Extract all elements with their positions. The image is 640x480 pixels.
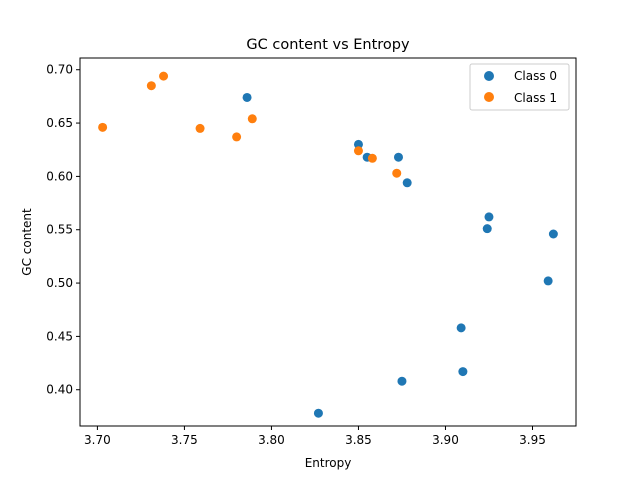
y-tick-label-3: 0.55 <box>46 223 73 237</box>
data-point-series-0-0 <box>242 92 252 102</box>
data-point-series-1-6 <box>353 146 363 156</box>
data-point-series-0-10 <box>458 367 468 377</box>
data-point-series-1-1 <box>146 81 156 91</box>
x-tick-label-3: 3.85 <box>345 433 372 447</box>
data-point-series-0-4 <box>402 178 412 188</box>
x-axis-ticks: 3.70 3.75 3.80 3.85 3.90 3.95 <box>84 426 546 447</box>
y-axis-ticks: 0.40 0.45 0.50 0.55 0.60 0.65 0.70 <box>46 63 80 397</box>
data-point-series-0-8 <box>543 276 553 286</box>
data-point-series-0-3 <box>393 152 403 162</box>
y-tick-label-5: 0.65 <box>46 116 73 130</box>
data-point-series-1-2 <box>159 71 169 81</box>
data-point-series-0-12 <box>313 408 323 418</box>
data-point-series-0-6 <box>482 224 492 234</box>
data-point-series-1-8 <box>392 168 402 178</box>
legend-label-class-1: Class 1 <box>514 91 557 105</box>
data-point-series-1-3 <box>195 123 205 133</box>
legend-marker-class-1 <box>484 92 494 102</box>
y-tick-label-6: 0.70 <box>46 63 73 77</box>
data-point-series-1-4 <box>232 132 242 142</box>
x-tick-label-5: 3.95 <box>519 433 546 447</box>
plot-frame <box>79 57 577 427</box>
legend-marker-class-0 <box>484 71 494 81</box>
data-point-series-1-5 <box>247 114 257 124</box>
x-tick-label-1: 3.75 <box>171 433 198 447</box>
points-layer <box>98 71 558 418</box>
data-point-series-0-1 <box>353 139 363 149</box>
data-point-series-0-5 <box>484 212 494 222</box>
legend-box <box>469 63 570 111</box>
legend: Class 0 Class 1 <box>469 63 570 111</box>
y-tick-label-4: 0.60 <box>46 169 73 183</box>
data-point-series-1-0 <box>98 122 108 132</box>
y-tick-label-0: 0.40 <box>46 383 73 397</box>
data-point-series-0-11 <box>397 376 407 386</box>
x-tick-label-4: 3.90 <box>432 433 459 447</box>
y-tick-label-2: 0.50 <box>46 276 73 290</box>
y-tick-label-1: 0.45 <box>46 329 73 343</box>
x-tick-label-0: 3.70 <box>84 433 111 447</box>
chart-title: GC content vs Entropy <box>246 37 410 53</box>
y-axis-title: GC content <box>20 208 34 276</box>
legend-label-class-0: Class 0 <box>514 69 557 83</box>
data-point-series-0-7 <box>548 229 558 239</box>
plot-area-background <box>80 58 576 426</box>
x-tick-label-2: 3.80 <box>258 433 285 447</box>
data-point-series-1-7 <box>367 153 377 163</box>
data-point-series-0-9 <box>456 323 466 333</box>
x-axis-title: Entropy <box>305 456 352 470</box>
